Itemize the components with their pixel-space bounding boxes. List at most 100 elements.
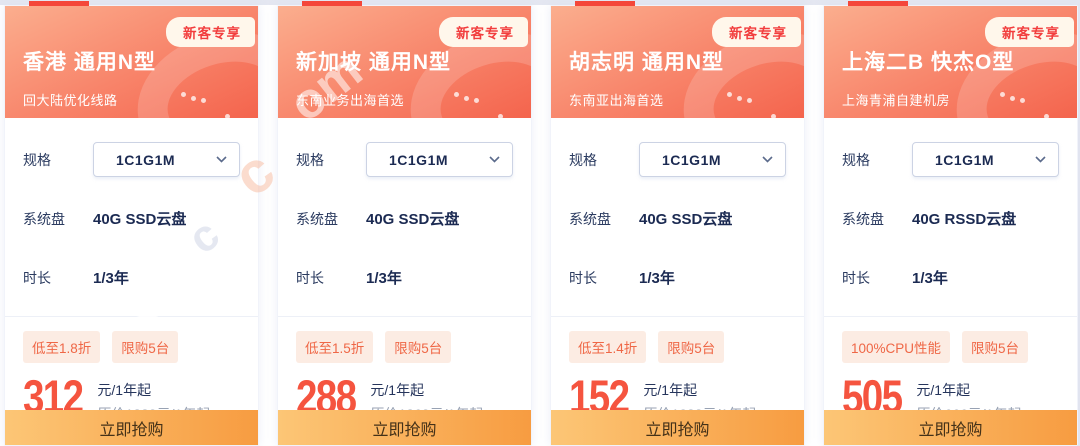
buy-now-button[interactable]: 立即抢购 [278,410,531,445]
section-divider [551,316,804,317]
section-divider [5,316,258,317]
card-title: 新加坡 通用N型 [296,51,451,74]
illustration-dot [454,92,459,97]
new-customer-badge: 新客专享 [712,17,801,47]
card-title: 上海二B 快杰O型 [842,51,1015,74]
chevron-down-icon [489,156,500,163]
disk-value: 40G RSSD云盘 [912,211,1017,228]
duration-value: 1/3年 [912,270,948,287]
disk-label: 系统盘 [23,210,65,227]
disk-value: 40G SSD云盘 [366,211,460,228]
page-right-strip [1077,0,1080,446]
illustration-dot [1020,98,1025,103]
product-card-shanghai2b: 新客专享 上海二B 快杰O型 上海青浦自建机房 规格 1C1G1M 系统盘 40… [823,1,1078,446]
buy-now-button[interactable]: 立即抢购 [5,410,258,445]
illustration-dot [464,96,469,101]
promo-tags: 低至1.4折 限购5台 [551,317,804,363]
disk-value: 40G SSD云盘 [93,211,187,228]
product-card-hochiminh: 新客专享 胡志明 通用N型 东南亚出海首选 规格 1C1G1M 系统盘 40G … [550,1,805,446]
promo-tags: 低至1.5折 限购5台 [278,317,531,363]
duration-value: 1/3年 [639,270,675,287]
buy-now-button[interactable]: 立即抢购 [551,410,804,445]
card-top-ribbon [302,1,362,7]
price-unit: 元/1年起 [916,382,971,398]
card-header: 新客专享 香港 通用N型 回大陆优化线路 [5,6,258,118]
illustration-dot [1044,114,1049,118]
product-card-hongkong: 新客专享 香港 通用N型 回大陆优化线路 规格 1C1G1M 系统盘 40G S… [4,1,259,446]
promo-tags: 100%CPU性能 限购5台 [824,317,1077,363]
spec-label: 规格 [569,151,597,168]
duration-label: 时长 [23,269,51,286]
spec-select[interactable]: 1C1G1M [366,142,513,177]
limit-tag: 限购5台 [962,331,1029,363]
disk-label: 系统盘 [296,210,338,227]
card-subtitle: 东南业务出海首选 [296,93,405,108]
card-top-ribbon [848,1,908,7]
card-header: 新客专享 新加坡 通用N型 东南业务出海首选 [278,6,531,118]
spec-section: 规格 1C1G1M 系统盘 40G SSD云盘 时长 1/3年 [5,118,258,295]
disk-label: 系统盘 [569,210,611,227]
spec-select[interactable]: 1C1G1M [912,142,1059,177]
chevron-down-icon [216,156,227,163]
card-title: 胡志明 通用N型 [569,51,724,74]
price-unit: 元/1年起 [370,382,425,398]
duration-label: 时长 [569,269,597,286]
buy-now-button[interactable]: 立即抢购 [824,410,1077,445]
disk-label: 系统盘 [842,210,884,227]
section-divider [824,316,1077,317]
card-subtitle: 回大陆优化线路 [23,93,118,108]
illustration-dot [747,98,752,103]
limit-tag: 限购5台 [112,331,179,363]
card-title: 香港 通用N型 [23,51,156,74]
spec-select-value: 1C1G1M [389,151,449,168]
new-customer-badge: 新客专享 [985,17,1074,47]
spec-section: 规格 1C1G1M 系统盘 40G SSD云盘 时长 1/3年 [551,118,804,295]
section-divider [278,316,531,317]
limit-tag: 限购5台 [658,331,725,363]
discount-tag: 低至1.4折 [569,331,647,363]
duration-value: 1/3年 [366,270,402,287]
illustration-dot [181,92,186,97]
spec-select-value: 1C1G1M [662,151,722,168]
disk-value: 40G SSD云盘 [639,211,733,228]
duration-value: 1/3年 [93,270,129,287]
spec-label: 规格 [296,151,324,168]
card-header: 新客专享 上海二B 快杰O型 上海青浦自建机房 [824,6,1077,118]
duration-label: 时长 [296,269,324,286]
card-subtitle: 东南亚出海首选 [569,93,664,108]
new-customer-badge: 新客专享 [166,17,255,47]
illustration-dot [737,96,742,101]
duration-label: 时长 [842,269,870,286]
illustration-dot [498,114,503,118]
product-cards-row: 新客专享 香港 通用N型 回大陆优化线路 规格 1C1G1M 系统盘 40G S… [4,1,1078,446]
product-card-singapore: 新客专享 新加坡 通用N型 东南业务出海首选 规格 1C1G1M 系统盘 40G… [277,1,532,446]
page-top-strip [0,0,1080,5]
spec-section: 规格 1C1G1M 系统盘 40G RSSD云盘 时长 1/3年 [824,118,1077,295]
illustration-dot [1010,96,1015,101]
illustration-dot [771,114,776,118]
card-subtitle: 上海青浦自建机房 [842,93,951,108]
illustration-dot [727,92,732,97]
new-customer-badge: 新客专享 [439,17,528,47]
spec-select[interactable]: 1C1G1M [93,142,240,177]
price-unit: 元/1年起 [643,382,698,398]
spec-select-value: 1C1G1M [116,151,176,168]
discount-tag: 低至1.8折 [23,331,101,363]
illustration-dot [225,114,230,118]
promo-tags: 低至1.8折 限购5台 [5,317,258,363]
spec-label: 规格 [23,151,51,168]
illustration-dot [201,98,206,103]
illustration-dot [474,98,479,103]
card-header: 新客专享 胡志明 通用N型 东南亚出海首选 [551,6,804,118]
chevron-down-icon [1035,156,1046,163]
discount-tag: 低至1.5折 [296,331,374,363]
discount-tag: 100%CPU性能 [842,331,951,363]
limit-tag: 限购5台 [385,331,452,363]
illustration-dot [191,96,196,101]
illustration-dot [1000,92,1005,97]
chevron-down-icon [762,156,773,163]
price-unit: 元/1年起 [97,382,152,398]
spec-section: 规格 1C1G1M 系统盘 40G SSD云盘 时长 1/3年 [278,118,531,295]
spec-select[interactable]: 1C1G1M [639,142,786,177]
spec-label: 规格 [842,151,870,168]
